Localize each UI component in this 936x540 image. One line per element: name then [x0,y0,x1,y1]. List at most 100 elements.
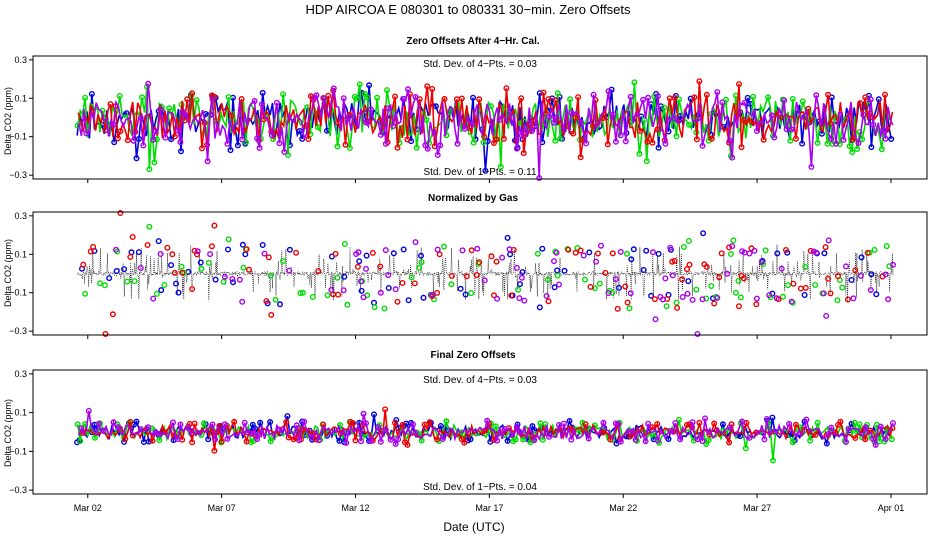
series-point-2 [153,290,160,297]
series-point-4 [843,263,850,270]
series-point-4 [377,131,384,138]
series-point-4 [221,273,228,280]
panel-3-plot-area [74,406,897,464]
series-point-2 [765,94,772,101]
series-point-1 [366,82,373,89]
series-point-2 [285,151,292,158]
series-point-4 [615,421,622,428]
series-point-4 [308,434,315,441]
series-point-4 [766,292,773,299]
series-point-4 [137,426,144,433]
series-point-4 [823,312,830,319]
series-point-1 [536,90,543,97]
series-point-4 [157,106,164,113]
series-point-1 [868,271,875,278]
series-point-4 [229,276,236,283]
series-point-1 [393,417,400,424]
series-point-4 [256,431,263,438]
series-point-2 [703,295,710,302]
series-point-1 [341,273,348,280]
series-point-4 [345,113,352,120]
series-point-2 [836,141,843,148]
series-point-2 [544,276,551,283]
series-point-4 [437,142,444,149]
series-point-3 [208,243,215,250]
series-point-2 [631,79,638,86]
series-point-4 [882,436,889,443]
series-point-1 [145,438,152,445]
series-point-1 [133,418,140,425]
series-point-4 [650,249,657,256]
series-point-3 [572,114,579,121]
series-point-2 [762,247,769,254]
series-point-3 [614,305,621,312]
series-point-1 [648,292,655,299]
series-point-4 [845,425,852,432]
series-point-3 [394,298,401,305]
series-point-2 [871,246,878,253]
series-point-1 [504,234,511,241]
series-point-1 [875,96,882,103]
series-point-3 [476,96,483,103]
series-point-4 [617,248,624,255]
series-point-4 [377,289,384,296]
series-point-2 [416,264,423,271]
series-point-3 [792,421,799,428]
series-point-4 [855,140,862,147]
series-point-2 [161,282,168,289]
series-point-4 [543,293,550,300]
series-point-3 [424,83,431,90]
series-point-4 [459,247,466,254]
series-point-4 [286,267,293,274]
series-point-4 [513,145,520,152]
series-point-3 [822,244,829,251]
series-point-3 [399,280,406,287]
series-point-4 [174,127,181,134]
series-point-2 [883,243,890,250]
series-point-3 [441,95,448,102]
series-point-2 [101,282,108,289]
series-point-1 [135,249,142,256]
series-point-1 [586,249,593,256]
series-point-2 [492,423,499,430]
series-point-3 [602,269,609,276]
series-point-3 [189,439,196,446]
series-point-4 [150,295,157,302]
series-point-4 [211,436,218,443]
series-point-3 [649,139,656,146]
series-point-4 [241,419,248,426]
series-point-4 [256,144,263,151]
series-point-1 [113,268,120,275]
series-point-2 [685,237,692,244]
series-point-3 [862,436,869,443]
series-point-4 [239,136,246,143]
series-point-1 [128,249,135,256]
series-point-1 [719,421,726,428]
series-point-2 [242,139,249,146]
series-point-4 [684,290,691,297]
series-point-2 [787,137,794,144]
series-point-4 [387,436,394,443]
series-point-3 [211,222,218,229]
series-point-4 [551,258,558,265]
series-point-3 [377,263,384,270]
series-point-1 [385,285,392,292]
series-point-3 [332,250,339,257]
series-point-4 [434,246,441,253]
series-point-2 [807,437,814,444]
panel-1-axes: 0.3 0.1 −0.1 −0.3 [9,55,892,183]
series-point-2 [693,286,700,293]
series-point-4 [726,137,733,144]
series-point-3 [392,419,399,426]
series-point-4 [110,419,117,426]
series-point-3 [189,90,196,97]
series-point-2 [384,87,391,94]
y-tick-label: 0.3 [14,55,27,65]
series-point-2 [727,250,734,257]
series-point-3 [481,133,488,140]
series-point-4 [758,259,765,266]
series-point-2 [364,94,371,101]
series-point-4 [273,99,280,106]
series-point-1 [551,284,558,291]
series-point-3 [622,283,629,290]
